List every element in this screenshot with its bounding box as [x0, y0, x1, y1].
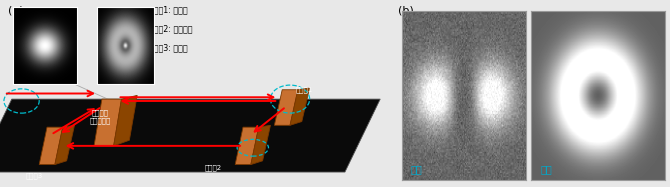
Polygon shape — [251, 125, 271, 165]
Text: ミラー3: ミラー3 — [25, 172, 43, 179]
Polygon shape — [0, 99, 380, 172]
Text: ミラー1: ミラー1 — [296, 86, 313, 93]
Text: (b): (b) — [397, 6, 413, 16]
Text: ミラー2: ミラー2 — [205, 165, 222, 171]
Polygon shape — [274, 90, 298, 125]
Polygon shape — [94, 99, 121, 146]
Text: ビームス
ブリッター: ビームス ブリッター — [89, 109, 111, 124]
Polygon shape — [114, 95, 137, 146]
Text: ミラー3: 下方向: ミラー3: 下方向 — [149, 43, 188, 52]
Text: 実験: 実験 — [411, 165, 422, 174]
Text: 計算: 計算 — [541, 165, 553, 174]
Text: ミラー1: 上方向: ミラー1: 上方向 — [149, 6, 188, 15]
Polygon shape — [290, 88, 310, 125]
Polygon shape — [39, 127, 63, 165]
Text: (a): (a) — [8, 6, 23, 16]
Polygon shape — [55, 125, 74, 165]
Polygon shape — [235, 127, 259, 165]
Text: ミラー2: 左右方向: ミラー2: 左右方向 — [149, 24, 192, 33]
